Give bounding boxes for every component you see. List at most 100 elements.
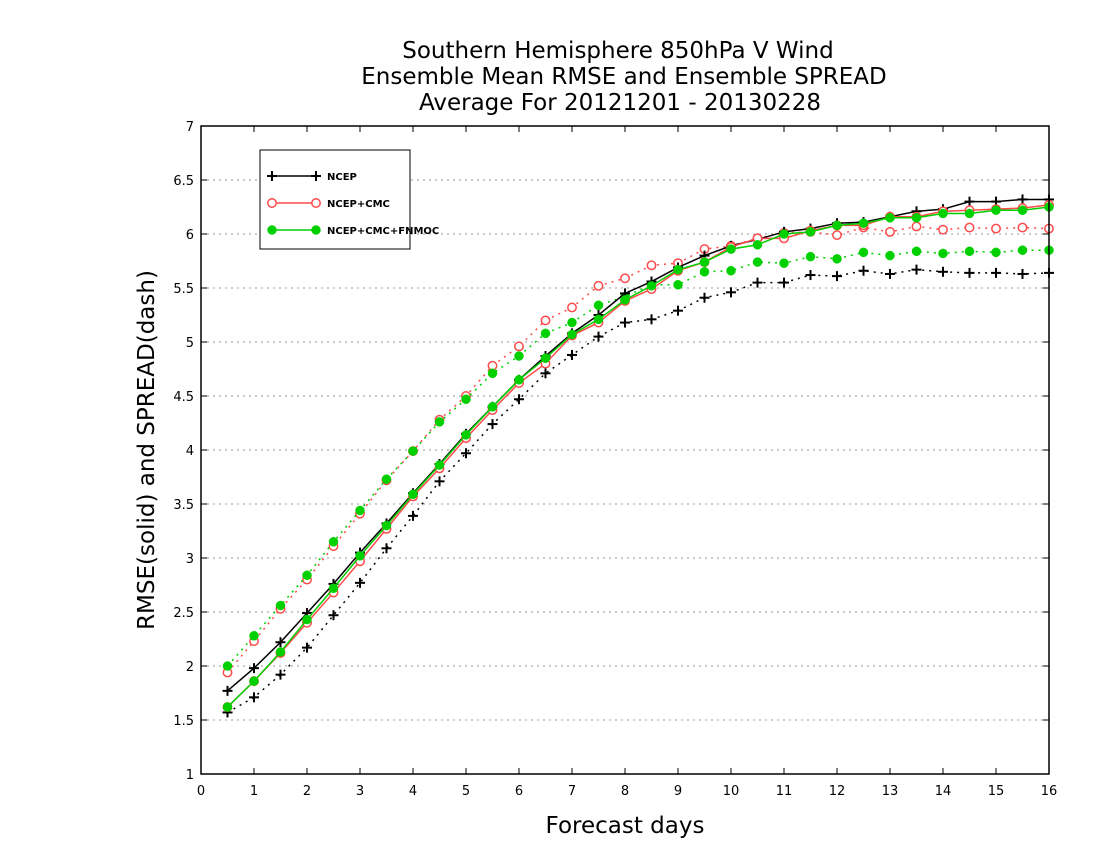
legend-entry: NCEP — [267, 171, 357, 183]
data-point — [381, 474, 392, 484]
data-point — [938, 208, 948, 219]
data-point — [832, 220, 842, 231]
data-point — [408, 510, 418, 521]
data-point — [673, 305, 683, 316]
data-point — [355, 505, 365, 516]
data-point — [885, 226, 895, 237]
series-rmse-ncep — [222, 194, 1054, 696]
data-point — [646, 314, 657, 325]
series-line — [227, 198, 1049, 692]
data-point — [567, 302, 577, 313]
x-tick-label: 0 — [197, 784, 205, 799]
data-point — [540, 353, 551, 363]
data-point — [805, 227, 816, 237]
legend-marker — [267, 225, 277, 235]
chart-title: Southern Hemisphere 850hPa V Wind Ensemb… — [361, 38, 886, 116]
x-tick-label: 7 — [568, 784, 576, 799]
data-point — [567, 349, 577, 360]
y-axis-label: RMSE(solid) and SPREAD(dash) — [134, 270, 160, 630]
data-point — [328, 610, 339, 621]
y-tick-label: 2 — [186, 660, 194, 675]
data-point — [302, 614, 312, 625]
data-point — [885, 250, 895, 261]
data-point — [249, 631, 259, 641]
data-series — [222, 194, 1054, 718]
axes: 11.522.533.544.555.566.570 1 2 3 4 5 6 7 8 9 10 11 1… — [173, 120, 1057, 799]
data-point — [408, 446, 418, 456]
data-point — [938, 266, 948, 277]
x-tick-label: 11 — [776, 784, 793, 799]
y-tick-label: 7 — [186, 120, 194, 135]
x-tick-label: 3 — [356, 784, 364, 799]
title-line-3: Average For 20121201 - 20130228 — [419, 90, 821, 116]
series-line — [226, 204, 1050, 708]
data-point — [620, 273, 630, 284]
data-point — [964, 196, 975, 207]
data-point — [302, 642, 312, 653]
data-point — [275, 600, 286, 611]
x-tick-label: 6 — [515, 784, 523, 799]
y-tick-label: 3.5 — [173, 498, 194, 513]
legend-marker — [311, 225, 321, 235]
series-spread-ncep — [222, 264, 1054, 718]
data-point — [991, 267, 1001, 278]
data-point — [964, 222, 975, 233]
x-tick-label: 12 — [829, 784, 846, 799]
data-point — [222, 661, 233, 671]
series-line — [226, 249, 1049, 667]
y-tick-label: 6.5 — [173, 174, 194, 189]
data-point — [275, 637, 286, 648]
data-point — [487, 402, 498, 412]
x-tick-label: 14 — [935, 784, 952, 799]
data-point — [461, 430, 471, 440]
data-point — [514, 351, 524, 361]
gridlines — [201, 179, 1049, 721]
data-point — [1017, 245, 1028, 255]
data-point — [832, 230, 842, 241]
y-tick-label: 6 — [186, 228, 194, 243]
legend-box — [259, 149, 411, 250]
x-tick-label: 13 — [882, 784, 899, 799]
data-point — [805, 270, 816, 281]
data-point — [779, 229, 789, 239]
data-point — [699, 292, 710, 303]
data-point — [620, 295, 630, 305]
series-spread-ncep-cmc — [222, 221, 1054, 678]
data-point — [249, 663, 259, 674]
data-point — [858, 218, 869, 228]
y-tick-label: 1 — [186, 768, 194, 783]
data-point — [1017, 194, 1028, 205]
data-point — [726, 244, 736, 254]
data-point — [752, 240, 763, 250]
title-line-2: Ensemble Mean RMSE and Ensemble SPREAD — [361, 64, 886, 90]
data-point — [779, 258, 789, 268]
legend-marker — [267, 198, 277, 208]
data-point — [699, 267, 710, 277]
data-point — [858, 265, 869, 276]
y-tick-label: 4.5 — [173, 390, 194, 405]
data-point — [646, 260, 657, 271]
data-point — [991, 205, 1001, 215]
data-point — [487, 419, 498, 430]
data-point — [593, 314, 604, 325]
series-line — [226, 206, 1050, 708]
data-point — [434, 417, 445, 427]
data-point — [593, 300, 604, 311]
data-point — [911, 264, 922, 275]
data-point — [593, 280, 604, 291]
data-point — [328, 583, 339, 593]
x-tick-label: 8 — [621, 784, 629, 799]
data-point — [673, 280, 683, 290]
series-rmse-ncep-cmc-fnmoc — [222, 202, 1054, 712]
data-point — [249, 676, 259, 686]
y-tick-label: 5.5 — [173, 282, 194, 297]
title-line-1: Southern Hemisphere 850hPa V Wind — [402, 38, 833, 64]
x-tick-label: 2 — [303, 784, 311, 799]
x-tick-label: 4 — [409, 784, 417, 799]
data-point — [964, 267, 975, 278]
series-rmse-ncep-cmc — [222, 199, 1054, 712]
data-point — [911, 213, 922, 223]
legend-marker — [267, 171, 277, 181]
data-point — [911, 221, 922, 232]
